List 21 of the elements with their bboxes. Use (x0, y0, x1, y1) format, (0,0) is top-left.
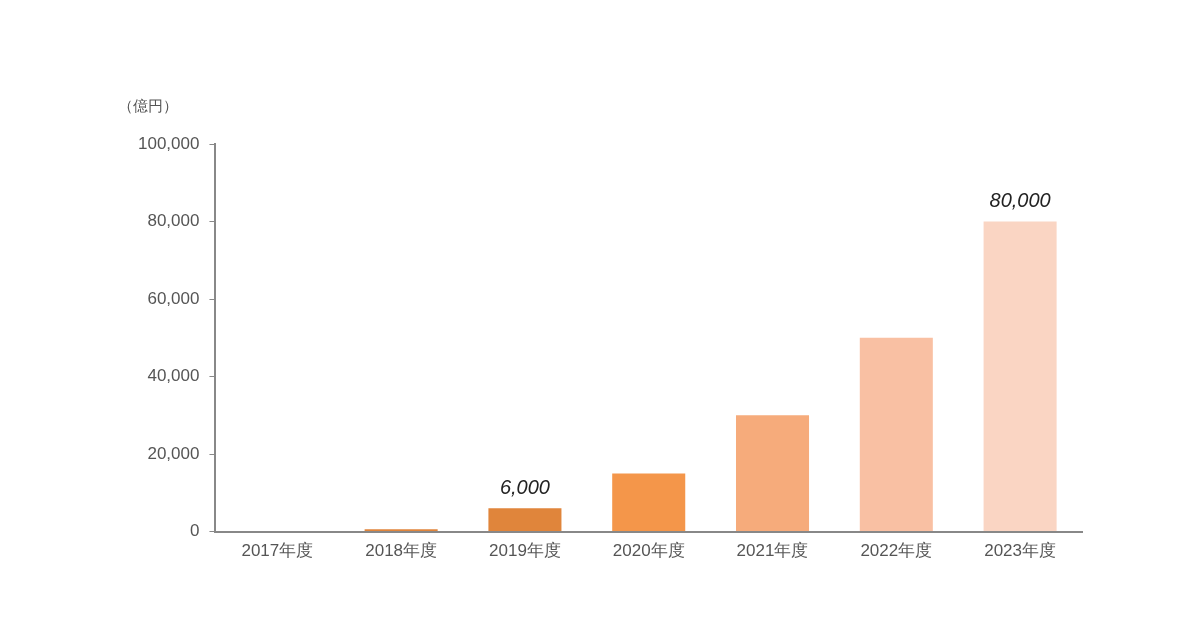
x-tick-label: 2017年度 (241, 541, 314, 561)
y-tick-label: 100,000 (138, 133, 200, 153)
x-tick-label: 2019年度 (489, 541, 561, 561)
y-axis-title: （億円） (118, 96, 178, 114)
bar (983, 221, 1057, 532)
x-tick-label: 2018年度 (365, 541, 438, 561)
bar (488, 508, 562, 532)
x-tick-label: 2022年度 (860, 541, 933, 561)
bar (736, 415, 810, 532)
data-label: 6,000 (499, 475, 550, 498)
y-tick-label: 80,000 (147, 211, 200, 231)
bar (612, 473, 686, 532)
bar (859, 337, 933, 532)
x-tick-label: 2020年度 (612, 541, 685, 561)
x-tick-label: 2021年度 (736, 541, 809, 561)
data-label: 80,000 (989, 189, 1051, 212)
y-tick-label: 60,000 (147, 288, 200, 308)
y-tick-label: 0 (189, 521, 200, 541)
y-tick-label: 20,000 (147, 443, 200, 463)
x-tick-label: 2023年度 (984, 541, 1057, 561)
y-tick-label: 40,000 (147, 366, 200, 386)
